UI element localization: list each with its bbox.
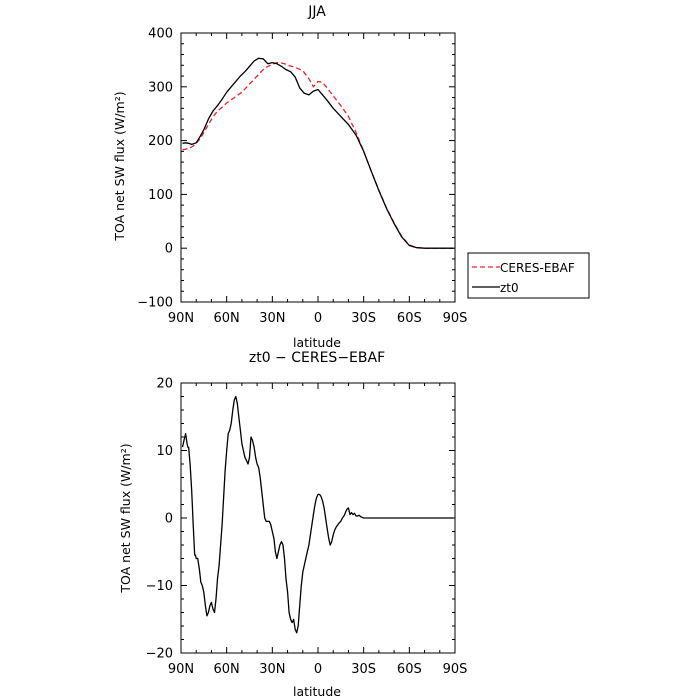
x-tick-label-bottom-2: 30N xyxy=(259,662,285,677)
legend-label-zt0: zt0 xyxy=(500,281,519,295)
panel-top: JJA 90N 60N 30N 0 30S 60S 90S −100 0 100 200 300 400… xyxy=(112,4,590,350)
x-tick-label-top-5: 60S xyxy=(397,311,422,326)
y-tick-label-top-2: 100 xyxy=(148,188,173,203)
top-axes: 90N 60N 30N 0 30S 60S 90S −100 0 100 200 300 400 xyxy=(137,27,467,327)
top-plot-frame xyxy=(180,32,456,303)
y-tick-label-bottom-0: −20 xyxy=(146,647,173,662)
x-tick-label-top-4: 30S xyxy=(351,311,376,326)
x-tick-label-top-2: 30N xyxy=(259,311,285,326)
x-tick-label-top-6: 90S xyxy=(443,311,468,326)
y-axis-label-top: TOA net SW flux (W/m²) xyxy=(112,91,127,241)
x-axis-label-bottom: latitude xyxy=(293,684,341,699)
y-tick-label-top-0: −100 xyxy=(137,296,173,311)
legend-label-ceres: CERES-EBAF xyxy=(500,261,575,275)
y-axis-label-bottom: TOA net SW flux (W/m²) xyxy=(118,443,133,593)
x-tick-label-bottom-0: 90N xyxy=(168,662,194,677)
chart-title-bottom: zt0 − CERES−EBAF xyxy=(249,350,385,366)
x-tick-label-bottom-6: 90S xyxy=(443,662,468,677)
y-tick-label-bottom-2: 0 xyxy=(165,512,173,527)
legend-box xyxy=(467,252,590,299)
series-line-top-zt0 xyxy=(182,57,454,249)
bottom-series xyxy=(181,395,454,634)
top-series xyxy=(182,57,454,249)
panel-bottom: zt0 − CERES−EBAF 90N 60N 30N 0 30S 60S 90S −20 −… xyxy=(118,350,467,699)
series-line-top-ceres-ebaf xyxy=(182,61,454,249)
chart-title-top: JJA xyxy=(307,4,326,20)
bottom-axes: 90N 60N 30N 0 30S 60S 90S −20 −10 0 10 20 xyxy=(146,377,468,678)
x-axis-label-top: latitude xyxy=(293,335,341,350)
y-tick-label-top-4: 300 xyxy=(148,80,173,95)
series-line-bottom-0 xyxy=(181,395,454,634)
x-tick-label-top-0: 90N xyxy=(168,311,194,326)
x-tick-label-top-1: 60N xyxy=(214,311,240,326)
x-tick-label-bottom-1: 60N xyxy=(214,662,240,677)
y-tick-label-bottom-1: −10 xyxy=(146,579,173,594)
y-tick-label-bottom-3: 10 xyxy=(156,444,173,459)
x-tick-label-top-3: 0 xyxy=(314,311,322,326)
x-tick-label-bottom-5: 60S xyxy=(397,662,422,677)
x-tick-label-bottom-3: 0 xyxy=(314,662,322,677)
x-tick-label-bottom-4: 30S xyxy=(351,662,376,677)
bottom-plot-frame xyxy=(180,382,456,654)
legend: CERES-EBAF zt0 xyxy=(467,252,590,299)
y-tick-label-top-1: 0 xyxy=(165,242,173,257)
y-tick-label-bottom-4: 20 xyxy=(156,377,173,392)
y-tick-label-top-5: 400 xyxy=(148,27,173,42)
y-tick-label-top-3: 200 xyxy=(148,134,173,149)
